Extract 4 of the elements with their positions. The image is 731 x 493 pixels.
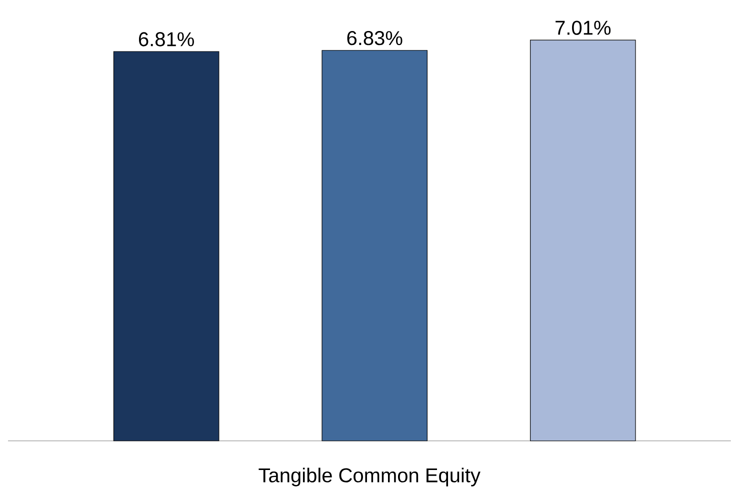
data-label: 6.83%: [347, 30, 402, 46]
data-label: 7.01%: [556, 20, 611, 35]
data-label: 6.81%: [138, 32, 194, 46]
x-axis-title: Tangible Common Equity: [258, 468, 480, 486]
